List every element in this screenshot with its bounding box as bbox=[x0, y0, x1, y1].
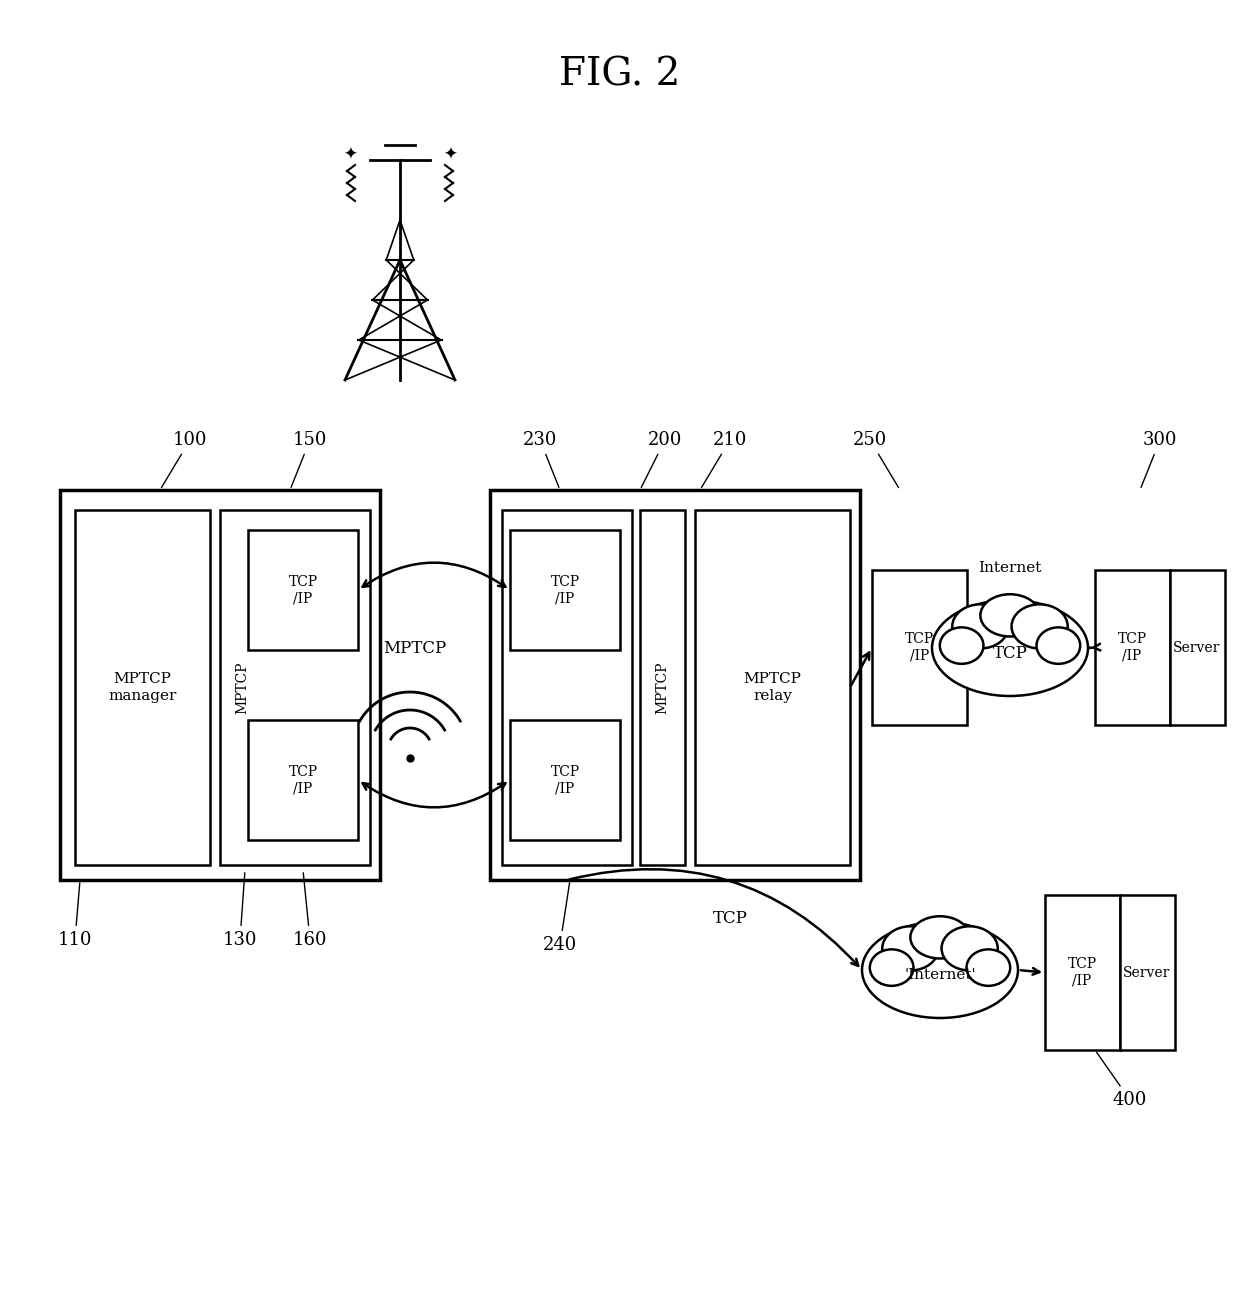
Text: 130: 130 bbox=[223, 873, 257, 950]
Ellipse shape bbox=[910, 916, 970, 959]
Ellipse shape bbox=[883, 926, 939, 970]
Bar bbox=[1045, 895, 1120, 1050]
Text: ✦: ✦ bbox=[443, 146, 456, 164]
Text: TCP
/IP: TCP /IP bbox=[905, 632, 934, 663]
Ellipse shape bbox=[1012, 605, 1068, 649]
Text: MPTCP: MPTCP bbox=[383, 640, 446, 656]
Ellipse shape bbox=[981, 594, 1039, 637]
Ellipse shape bbox=[952, 605, 1008, 649]
Ellipse shape bbox=[1037, 628, 1080, 664]
Text: Server: Server bbox=[1123, 965, 1171, 979]
Bar bbox=[248, 530, 358, 650]
Text: 150: 150 bbox=[291, 432, 327, 487]
Bar bbox=[502, 510, 632, 866]
Text: 230: 230 bbox=[523, 432, 559, 487]
Text: 400: 400 bbox=[1096, 1052, 1147, 1109]
Text: Internet: Internet bbox=[978, 561, 1042, 575]
Bar bbox=[510, 530, 620, 650]
Ellipse shape bbox=[940, 628, 983, 664]
Text: 110: 110 bbox=[58, 882, 92, 950]
Text: Server: Server bbox=[1173, 641, 1220, 655]
Text: TCP
/IP: TCP /IP bbox=[1117, 632, 1147, 663]
Text: 200: 200 bbox=[641, 432, 682, 487]
Text: MPTCP
relay: MPTCP relay bbox=[744, 672, 801, 703]
Text: 300: 300 bbox=[1141, 432, 1177, 487]
Bar bbox=[219, 510, 370, 866]
Text: ✦: ✦ bbox=[343, 146, 357, 164]
Text: 'Internet': 'Internet' bbox=[904, 968, 976, 982]
Ellipse shape bbox=[941, 926, 998, 970]
Bar bbox=[248, 720, 358, 840]
Bar bbox=[510, 720, 620, 840]
Text: TCP: TCP bbox=[713, 910, 748, 926]
Bar bbox=[1171, 570, 1225, 725]
Ellipse shape bbox=[869, 950, 914, 986]
Bar bbox=[1095, 570, 1171, 725]
Text: 250: 250 bbox=[853, 432, 899, 487]
Text: MPTCP: MPTCP bbox=[236, 662, 249, 713]
Text: TCP
/IP: TCP /IP bbox=[289, 575, 317, 605]
Bar bbox=[640, 510, 684, 866]
Text: 100: 100 bbox=[161, 432, 207, 487]
Text: TCP
/IP: TCP /IP bbox=[551, 575, 579, 605]
Text: TCP: TCP bbox=[992, 645, 1028, 662]
Text: 160: 160 bbox=[293, 873, 327, 950]
Bar bbox=[694, 510, 849, 866]
Text: MPTCP
manager: MPTCP manager bbox=[108, 672, 176, 703]
Ellipse shape bbox=[932, 599, 1087, 696]
Text: 240: 240 bbox=[543, 882, 577, 953]
Ellipse shape bbox=[966, 950, 1011, 986]
Text: TCP
/IP: TCP /IP bbox=[1068, 957, 1096, 987]
Bar bbox=[74, 510, 210, 866]
Text: TCP
/IP: TCP /IP bbox=[551, 765, 579, 795]
Text: 210: 210 bbox=[702, 432, 748, 487]
Text: MPTCP: MPTCP bbox=[656, 662, 670, 713]
Text: FIG. 2: FIG. 2 bbox=[559, 57, 681, 93]
Text: TCP
/IP: TCP /IP bbox=[289, 765, 317, 795]
Bar bbox=[490, 490, 861, 880]
Bar bbox=[1120, 895, 1176, 1050]
Bar bbox=[872, 570, 967, 725]
Ellipse shape bbox=[862, 922, 1018, 1018]
Bar bbox=[60, 490, 379, 880]
